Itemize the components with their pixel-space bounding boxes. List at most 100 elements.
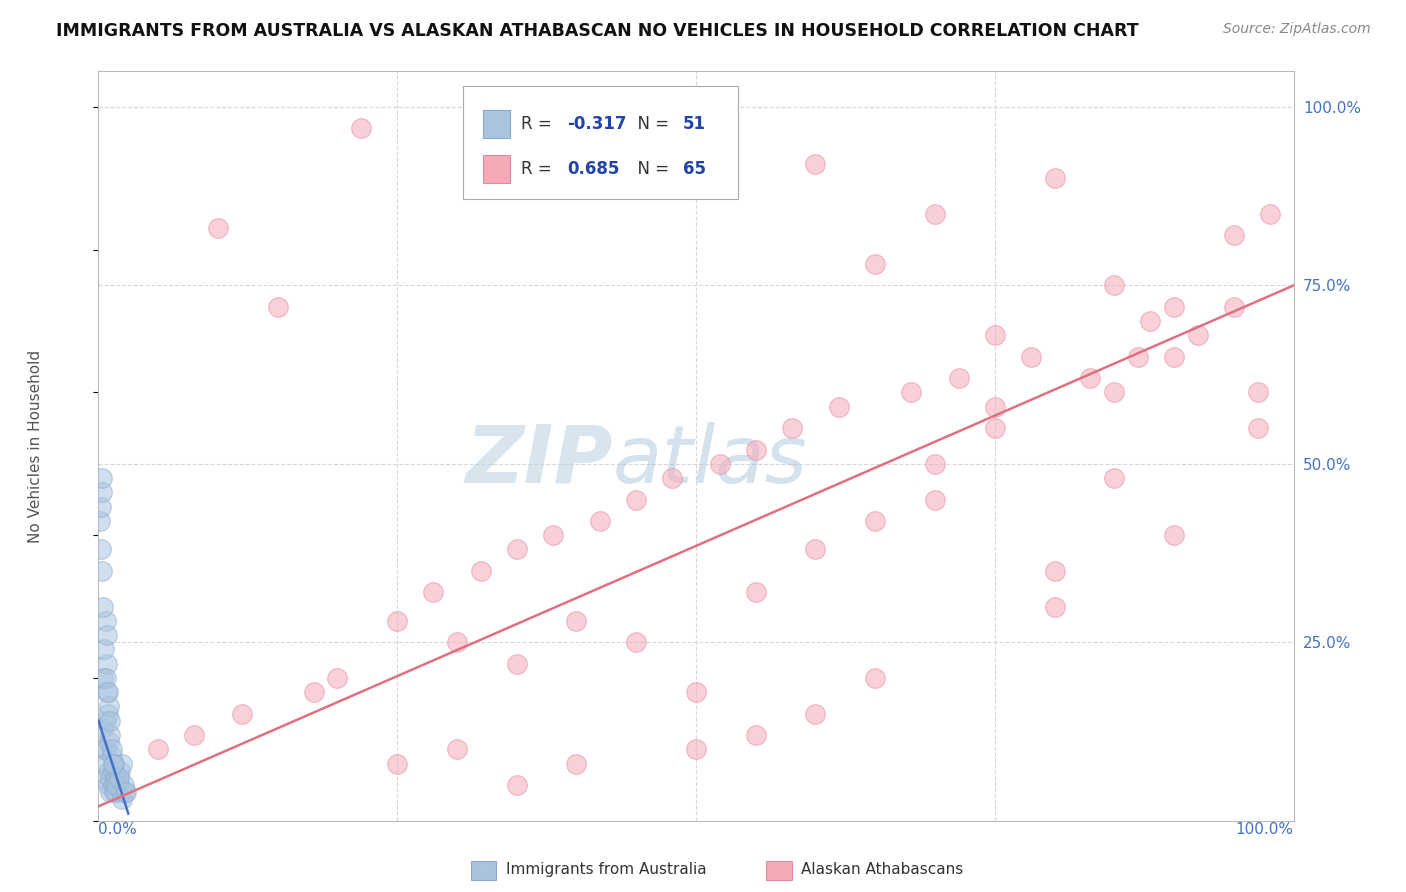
Point xyxy=(1163,528,1185,542)
Point xyxy=(112,778,135,792)
Point xyxy=(1163,300,1185,314)
Point xyxy=(984,421,1007,435)
Text: 0.685: 0.685 xyxy=(567,160,619,178)
Text: No Vehicles in Household: No Vehicles in Household xyxy=(28,350,42,542)
Point xyxy=(506,542,529,557)
Point xyxy=(267,300,290,314)
Point xyxy=(89,514,111,528)
Point xyxy=(94,742,117,756)
Point xyxy=(105,778,128,792)
Point xyxy=(97,778,120,792)
Point xyxy=(103,785,125,799)
Point xyxy=(93,642,115,657)
Point xyxy=(565,614,588,628)
Point xyxy=(105,785,128,799)
Point xyxy=(1043,599,1066,614)
Point xyxy=(422,585,444,599)
Text: -0.317: -0.317 xyxy=(567,115,627,133)
Point xyxy=(709,457,731,471)
Point xyxy=(1128,350,1150,364)
Point xyxy=(98,785,122,799)
Point xyxy=(94,671,117,685)
Point xyxy=(745,442,768,457)
Text: N =: N = xyxy=(627,160,673,178)
Point xyxy=(865,671,887,685)
Point xyxy=(101,756,124,771)
Text: R =: R = xyxy=(522,115,558,133)
Point xyxy=(94,714,117,728)
Point xyxy=(107,778,129,792)
Point xyxy=(91,742,114,756)
Point xyxy=(97,685,120,699)
Point xyxy=(1104,471,1126,485)
Point xyxy=(1139,314,1161,328)
Point xyxy=(107,771,129,785)
Point xyxy=(98,771,122,785)
Point xyxy=(1247,385,1270,400)
Point xyxy=(108,764,131,778)
Point xyxy=(984,328,1007,343)
Point xyxy=(98,699,121,714)
Point xyxy=(506,778,529,792)
Point xyxy=(107,771,129,785)
Text: Source: ZipAtlas.com: Source: ZipAtlas.com xyxy=(1223,22,1371,37)
Point xyxy=(105,771,128,785)
Point xyxy=(98,714,122,728)
Point xyxy=(1223,228,1246,243)
Point xyxy=(98,735,121,749)
Point xyxy=(984,400,1007,414)
Point xyxy=(96,628,118,642)
Point xyxy=(90,500,112,514)
Point xyxy=(565,756,588,771)
Point xyxy=(589,514,612,528)
Text: 100.0%: 100.0% xyxy=(1236,822,1294,837)
Text: Alaskan Athabascans: Alaskan Athabascans xyxy=(801,863,963,877)
Point xyxy=(90,542,112,557)
Point xyxy=(98,764,121,778)
Point xyxy=(91,599,114,614)
Point xyxy=(93,756,115,771)
Point xyxy=(1043,171,1066,186)
Point xyxy=(91,564,114,578)
Point xyxy=(780,421,803,435)
Text: IMMIGRANTS FROM AUSTRALIA VS ALASKAN ATHABASCAN NO VEHICLES IN HOUSEHOLD CORRELA: IMMIGRANTS FROM AUSTRALIA VS ALASKAN ATH… xyxy=(56,22,1139,40)
Point xyxy=(96,685,118,699)
Point xyxy=(626,492,648,507)
Point xyxy=(111,792,134,806)
Point xyxy=(828,400,851,414)
Text: 51: 51 xyxy=(683,115,706,133)
Point xyxy=(350,121,373,136)
Point xyxy=(506,657,529,671)
Point xyxy=(326,671,349,685)
Point xyxy=(97,706,120,721)
Point xyxy=(385,614,409,628)
Point xyxy=(446,635,468,649)
Point xyxy=(101,778,124,792)
FancyBboxPatch shape xyxy=(463,87,738,199)
Point xyxy=(91,671,114,685)
Point xyxy=(446,742,468,756)
Point xyxy=(804,706,827,721)
Text: N =: N = xyxy=(627,115,673,133)
Point xyxy=(1043,564,1066,578)
Point xyxy=(804,542,827,557)
Point xyxy=(111,756,134,771)
Point xyxy=(1258,207,1281,221)
Point xyxy=(865,257,887,271)
Text: 0.0%: 0.0% xyxy=(98,822,138,837)
Point xyxy=(94,614,117,628)
Point xyxy=(745,728,768,742)
Point xyxy=(103,756,125,771)
Point xyxy=(470,564,492,578)
Point xyxy=(924,492,946,507)
Point xyxy=(302,685,325,699)
Point xyxy=(183,728,205,742)
Point xyxy=(1163,350,1185,364)
Point xyxy=(385,756,409,771)
Point xyxy=(924,457,946,471)
Point xyxy=(110,785,132,799)
Point xyxy=(1019,350,1042,364)
Point xyxy=(114,785,136,799)
Point xyxy=(101,764,124,778)
Text: 65: 65 xyxy=(683,160,706,178)
